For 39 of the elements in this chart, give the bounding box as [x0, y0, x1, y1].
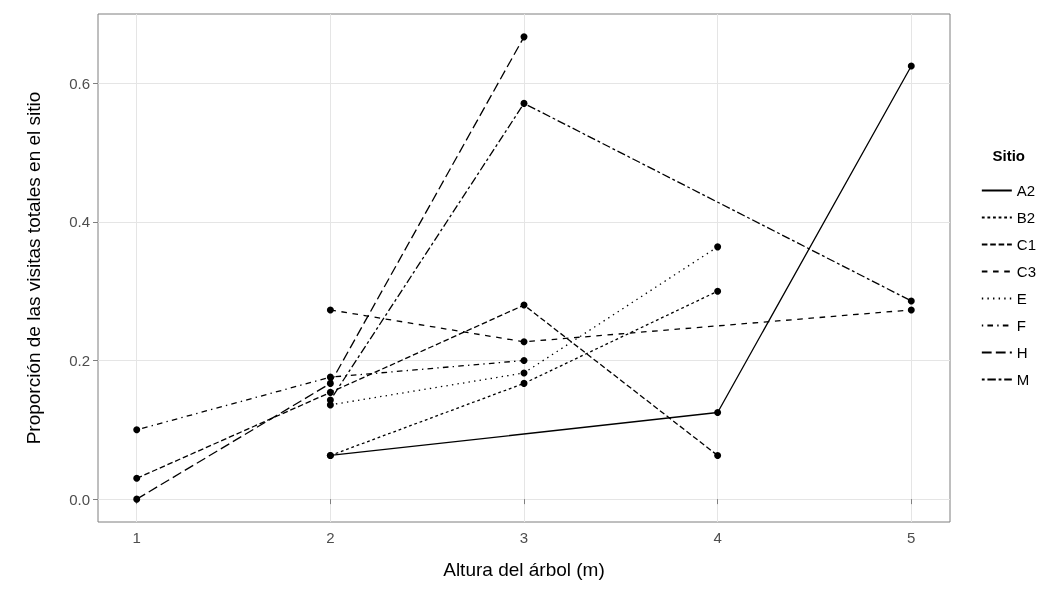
legend-label: B2	[1016, 209, 1036, 226]
point	[520, 379, 528, 387]
legend-label: F	[1016, 317, 1026, 334]
point	[907, 297, 915, 305]
legend-label: C1	[1016, 236, 1037, 253]
point	[133, 474, 141, 482]
legend-label: C3	[1016, 263, 1037, 280]
point	[714, 451, 722, 459]
y-axis-title: Proporción de las visitas totales en el sitio	[23, 91, 44, 445]
point	[907, 306, 915, 314]
legend-label: A2	[1016, 182, 1036, 199]
point	[326, 306, 334, 314]
x-tick-label: 5	[907, 529, 916, 546]
point	[520, 99, 528, 107]
point	[133, 426, 141, 434]
legend-label: M	[1016, 371, 1030, 388]
y-tick-label: 0.0	[69, 490, 90, 508]
point	[714, 409, 722, 416]
x-axis-title: Altura del árbol (m)	[443, 559, 605, 580]
legend-label: H	[1016, 344, 1028, 361]
x-tick-label: 4	[713, 529, 722, 546]
x-tick-label: 3	[519, 529, 529, 546]
point	[326, 396, 334, 404]
y-tick-label: 0.6	[69, 74, 90, 92]
point	[714, 287, 722, 295]
y-tick-label: 0.2	[69, 352, 90, 370]
x-tick-label: 2	[326, 529, 335, 546]
y-tick-label: 0.4	[69, 213, 90, 231]
point	[133, 495, 141, 503]
point	[326, 373, 334, 381]
point	[714, 243, 722, 251]
point	[326, 379, 334, 387]
point	[520, 357, 528, 365]
legend-title: Sitio	[992, 147, 1025, 164]
x-tick-label: 1	[132, 529, 141, 546]
point	[326, 388, 334, 396]
point	[520, 338, 528, 346]
legend-label: E	[1016, 290, 1027, 307]
point	[907, 62, 915, 70]
